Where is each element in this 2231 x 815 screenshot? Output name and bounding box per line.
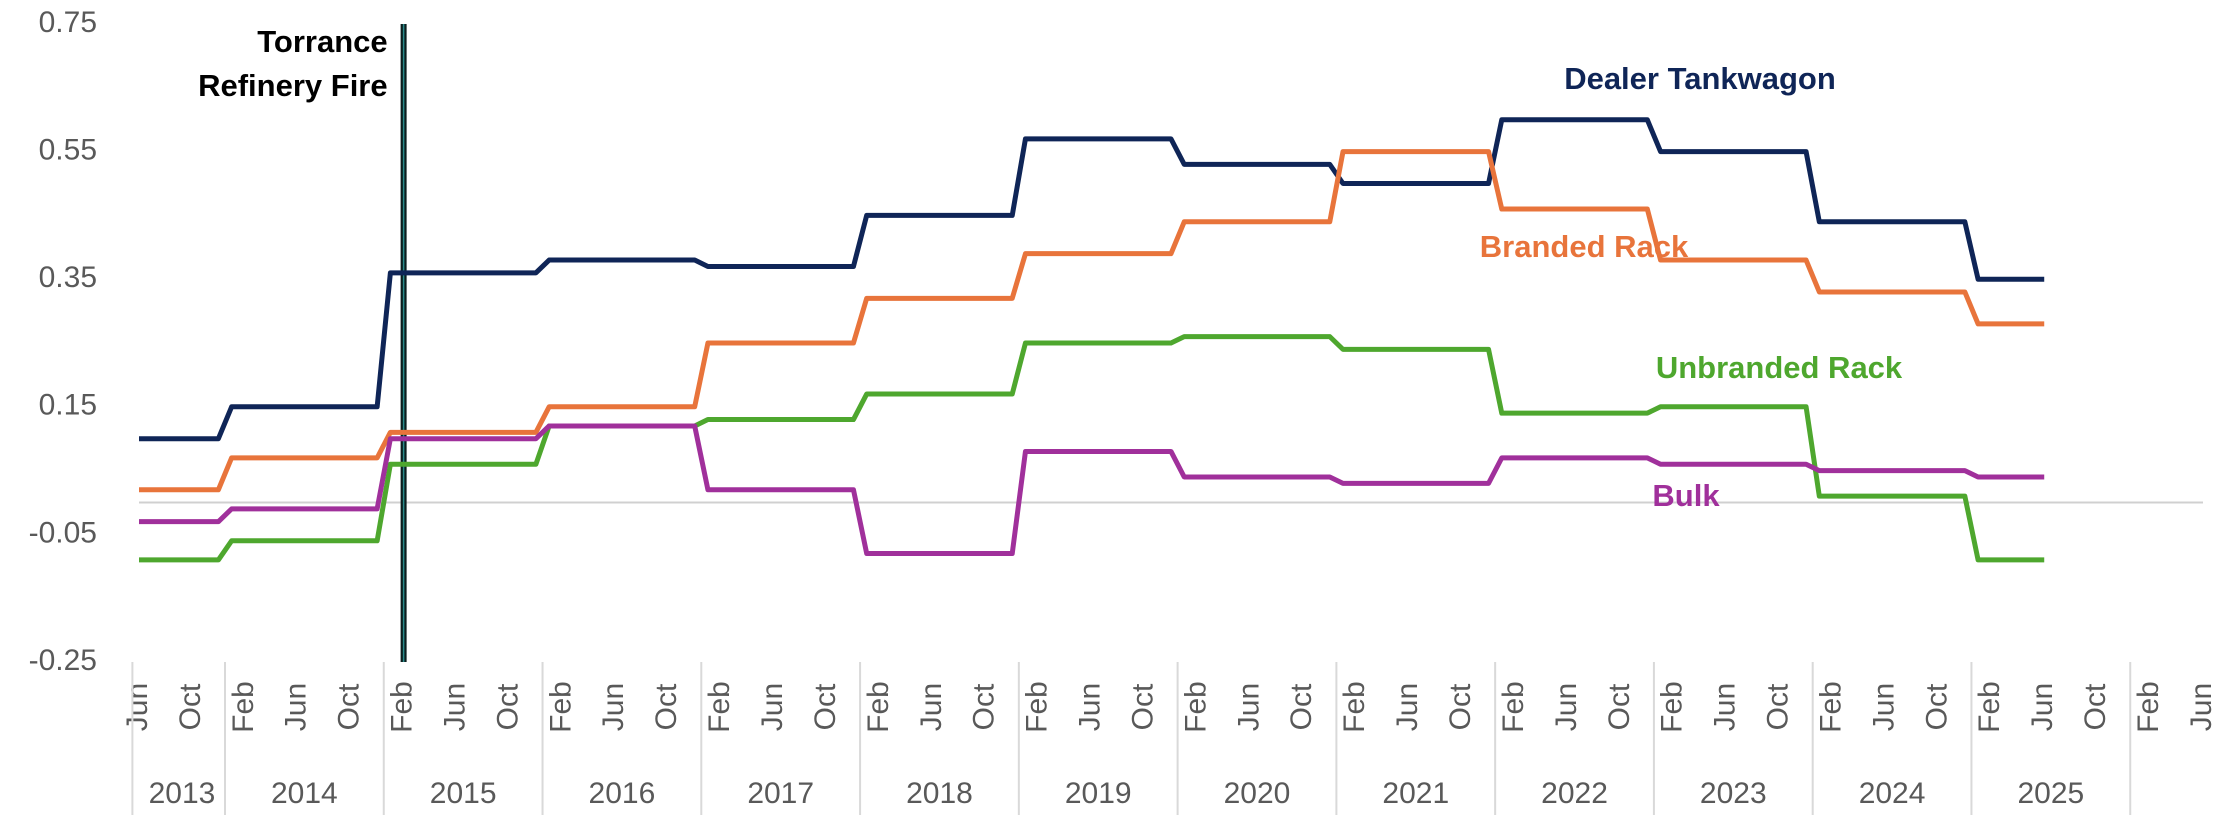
year-label: 2016 bbox=[589, 777, 656, 810]
x-tick-label: Oct bbox=[333, 683, 366, 730]
event-label: Torrance bbox=[257, 24, 387, 59]
year-label: 2023 bbox=[1700, 777, 1767, 810]
x-tick-label: Feb bbox=[2132, 681, 2165, 733]
x-tick-label: Jun bbox=[438, 683, 471, 731]
year-label: 2015 bbox=[430, 777, 497, 810]
x-tick-label: Oct bbox=[650, 683, 683, 730]
x-tick-label: Jun bbox=[1232, 683, 1265, 731]
series-label: Unbranded Rack bbox=[1656, 350, 1903, 385]
x-tick-label: Feb bbox=[227, 681, 260, 733]
y-tick-label: 0.55 bbox=[39, 134, 97, 167]
x-tick-label: Feb bbox=[862, 681, 895, 733]
x-tick-label: Jun bbox=[121, 683, 154, 731]
year-label: 2017 bbox=[747, 777, 814, 810]
x-tick-label: Feb bbox=[544, 681, 577, 733]
x-tick-label: Oct bbox=[1762, 683, 1795, 730]
year-label: 2020 bbox=[1224, 777, 1291, 810]
x-tick-label: Jun bbox=[2026, 683, 2059, 731]
year-label: 2025 bbox=[2017, 777, 2084, 810]
x-tick-label: Jun bbox=[915, 683, 948, 731]
x-tick-label: Jun bbox=[280, 683, 313, 731]
series-label: Bulk bbox=[1652, 478, 1720, 513]
x-tick-label: Jun bbox=[2185, 683, 2218, 731]
year-label: 2024 bbox=[1859, 777, 1926, 810]
y-tick-label: -0.25 bbox=[29, 644, 97, 677]
year-label: 2021 bbox=[1382, 777, 1449, 810]
series-line bbox=[139, 117, 2045, 442]
x-tick-label: Oct bbox=[1603, 683, 1636, 730]
event-label: Refinery Fire bbox=[198, 68, 388, 103]
x-tick-label: Oct bbox=[491, 683, 524, 730]
year-label: 2022 bbox=[1541, 777, 1608, 810]
year-label: 2018 bbox=[906, 777, 973, 810]
x-tick-label: Jun bbox=[1867, 683, 1900, 731]
series-line bbox=[139, 334, 2045, 563]
x-tick-label: Oct bbox=[1126, 683, 1159, 730]
year-label: 2014 bbox=[271, 777, 338, 810]
x-tick-label: Oct bbox=[1285, 683, 1318, 730]
x-tick-label: Oct bbox=[1444, 683, 1477, 730]
x-tick-label: Feb bbox=[1814, 681, 1847, 733]
series-line bbox=[139, 423, 2045, 557]
y-tick-label: 0.75 bbox=[39, 6, 97, 39]
year-label: 2013 bbox=[149, 777, 216, 810]
x-tick-label: Oct bbox=[2079, 683, 2112, 730]
x-tick-label: Jun bbox=[1550, 683, 1583, 731]
x-tick-label: Jun bbox=[597, 683, 630, 731]
x-tick-label: Feb bbox=[1338, 681, 1371, 733]
x-tick-label: Feb bbox=[1179, 681, 1212, 733]
y-tick-label: -0.05 bbox=[29, 516, 97, 549]
x-tick-label: Oct bbox=[1920, 683, 1953, 730]
x-tick-label: Feb bbox=[386, 681, 419, 733]
x-tick-label: Feb bbox=[703, 681, 736, 733]
x-tick-label: Feb bbox=[1497, 681, 1530, 733]
year-label: 2019 bbox=[1065, 777, 1132, 810]
x-tick-label: Oct bbox=[968, 683, 1001, 730]
series-label: Dealer Tankwagon bbox=[1564, 61, 1836, 96]
x-tick-label: Feb bbox=[1656, 681, 1689, 733]
x-tick-label: Oct bbox=[174, 683, 207, 730]
x-tick-label: Oct bbox=[809, 683, 842, 730]
x-tick-label: Jun bbox=[756, 683, 789, 731]
x-tick-label: Feb bbox=[1021, 681, 1054, 733]
x-tick-label: Jun bbox=[1709, 683, 1742, 731]
x-tick-label: Feb bbox=[1973, 681, 2006, 733]
series-label: Branded Rack bbox=[1480, 229, 1689, 264]
x-tick-label: Jun bbox=[1074, 683, 1107, 731]
series-line bbox=[139, 149, 2045, 493]
y-tick-label: 0.35 bbox=[39, 261, 97, 294]
y-tick-label: 0.15 bbox=[39, 389, 97, 422]
x-tick-label: Jun bbox=[1391, 683, 1424, 731]
